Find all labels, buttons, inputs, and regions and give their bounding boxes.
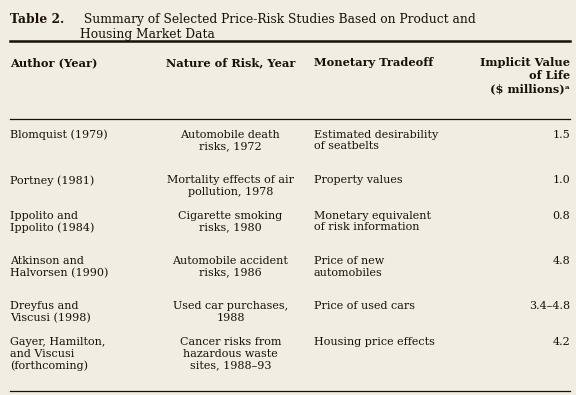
Text: Portney (1981): Portney (1981) [10, 175, 94, 186]
Text: Dreyfus and
Viscusi (1998): Dreyfus and Viscusi (1998) [10, 301, 91, 324]
Text: Ippolito and
Ippolito (1984): Ippolito and Ippolito (1984) [10, 211, 94, 233]
Text: Price of used cars: Price of used cars [314, 301, 415, 311]
Text: Cigarette smoking
risks, 1980: Cigarette smoking risks, 1980 [179, 211, 282, 232]
Text: Price of new
automobiles: Price of new automobiles [314, 256, 384, 278]
Text: Housing price effects: Housing price effects [314, 337, 435, 347]
Text: Blomquist (1979): Blomquist (1979) [10, 130, 108, 140]
Text: Mortality effects of air
pollution, 1978: Mortality effects of air pollution, 1978 [167, 175, 294, 197]
Text: Monetary equivalent
of risk information: Monetary equivalent of risk information [314, 211, 431, 232]
Text: 4.8: 4.8 [552, 256, 570, 266]
Text: Cancer risks from
hazardous waste
sites, 1988–93: Cancer risks from hazardous waste sites,… [180, 337, 281, 370]
Text: Summary of Selected Price-Risk Studies Based on Product and
Housing Market Data: Summary of Selected Price-Risk Studies B… [81, 13, 476, 41]
Text: 1.0: 1.0 [552, 175, 570, 185]
Text: Atkinson and
Halvorsen (1990): Atkinson and Halvorsen (1990) [10, 256, 109, 278]
Text: Author (Year): Author (Year) [10, 57, 98, 68]
Text: 4.2: 4.2 [552, 337, 570, 347]
Text: Gayer, Hamilton,
and Viscusi
(forthcoming): Gayer, Hamilton, and Viscusi (forthcomin… [10, 337, 106, 371]
Text: Table 2.: Table 2. [10, 13, 65, 26]
Text: Monetary Tradeoff: Monetary Tradeoff [314, 57, 433, 68]
Text: Estimated desirability
of seatbelts: Estimated desirability of seatbelts [314, 130, 438, 151]
Text: Nature of Risk, Year: Nature of Risk, Year [166, 57, 295, 68]
Text: Automobile death
risks, 1972: Automobile death risks, 1972 [180, 130, 281, 151]
Text: 1.5: 1.5 [552, 130, 570, 139]
Text: 3.4–4.8: 3.4–4.8 [529, 301, 570, 311]
Text: Used car purchases,
1988: Used car purchases, 1988 [173, 301, 288, 323]
Text: Automobile accident
risks, 1986: Automobile accident risks, 1986 [172, 256, 289, 278]
Text: Property values: Property values [314, 175, 403, 185]
Text: 0.8: 0.8 [552, 211, 570, 220]
Text: Implicit Value
of Life
($ millions)ᵃ: Implicit Value of Life ($ millions)ᵃ [480, 57, 570, 94]
